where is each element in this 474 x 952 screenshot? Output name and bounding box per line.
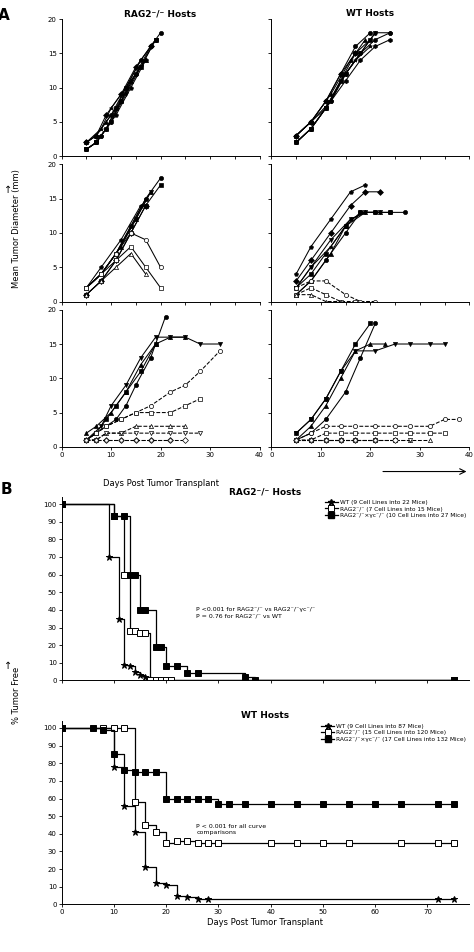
Text: ↑: ↑	[4, 186, 13, 195]
Title: RAG2⁻/⁻ Hosts: RAG2⁻/⁻ Hosts	[229, 487, 301, 496]
Legend: WT (9 Cell Lines into 87 Mice), RAG2⁻/⁻ (15 Cell Lines into 120 Mice), RAG2⁻/⁻×γ: WT (9 Cell Lines into 87 Mice), RAG2⁻/⁻ …	[321, 724, 466, 742]
Text: ↑: ↑	[4, 662, 13, 671]
Text: P < 0.001 for all curve
comparisons: P < 0.001 for all curve comparisons	[196, 823, 266, 835]
Text: % Tumor Free: % Tumor Free	[12, 666, 21, 724]
Title: WT Hosts: WT Hosts	[241, 711, 290, 720]
Text: Days Post Tumor Transplant: Days Post Tumor Transplant	[103, 479, 219, 487]
Text: P <0.001 for RAG2⁻/⁻ vs RAG2⁻/⁻γc⁻/⁻
P = 0.76 for RAG2⁻/⁻ vs WT: P <0.001 for RAG2⁻/⁻ vs RAG2⁻/⁻γc⁻/⁻ P =…	[196, 607, 315, 619]
Legend: WT (9 Cell Lines into 22 Mice), RAG2⁻/⁻ (7 Cell Lines into 15 Mice), RAG2⁻/⁻×γc⁻: WT (9 Cell Lines into 22 Mice), RAG2⁻/⁻ …	[325, 500, 466, 518]
Text: B: B	[0, 483, 12, 497]
Text: A: A	[0, 8, 10, 23]
Title: WT Hosts: WT Hosts	[346, 10, 394, 18]
Title: RAG2⁻/⁻ Hosts: RAG2⁻/⁻ Hosts	[125, 10, 197, 18]
Text: Mean Tumor Diameter (mm): Mean Tumor Diameter (mm)	[12, 169, 21, 288]
X-axis label: Days Post Tumor Transplant: Days Post Tumor Transplant	[208, 918, 323, 927]
